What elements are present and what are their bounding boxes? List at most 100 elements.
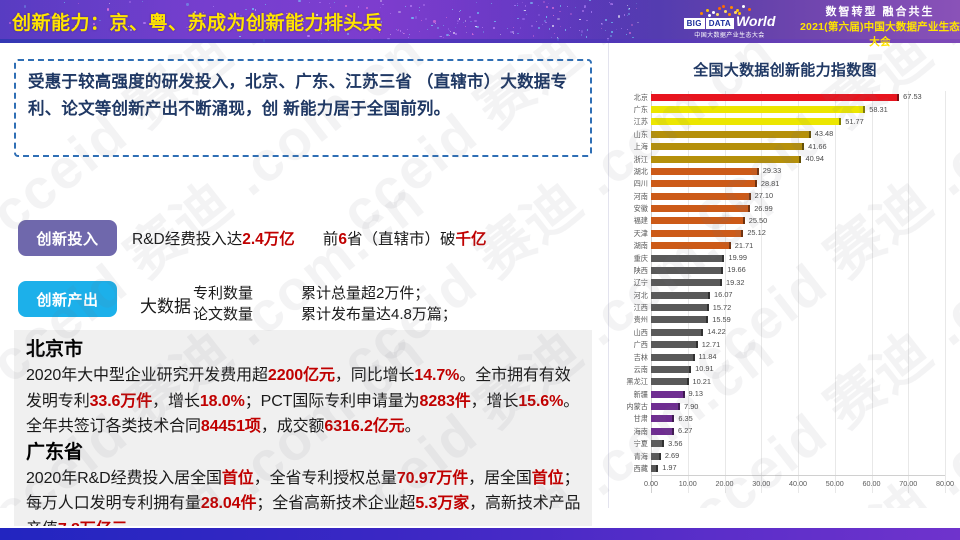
bj-p2a: 全市拥有有效发明专利 (26, 367, 571, 410)
bar-category-label: 吉林 (633, 352, 648, 362)
bar-row: 上海 41.66 (621, 141, 953, 153)
bar-value-label: 19.99 (728, 253, 747, 263)
bar-value-label: 41.66 (808, 141, 827, 151)
bigdata-label: 大数据 (140, 296, 191, 316)
beijing-paragraph: 2020年大中型企业研究开发费用超2200亿元，同比增长14.7%。全市拥有有效… (26, 363, 582, 440)
logo-subtitle: 中国大数据产业生态大会 (694, 33, 765, 39)
x-tick-10.00: 10.00 (678, 479, 697, 488)
logo-dots-decoration (672, 5, 787, 17)
callout-line-1: 受惠于较高强度的研发投入，北京、广东、江苏三省 (28, 73, 413, 91)
slide-footer-bar (0, 528, 960, 540)
top6-threshold: 千亿 (455, 231, 487, 248)
bar-value-label: 2.69 (664, 451, 680, 461)
paper-count-label: 论文数量 (193, 306, 254, 323)
x-tick-80.00: 80.00 (936, 479, 954, 488)
bar-山西 (651, 328, 704, 336)
chart-x-axis-labels: 0.00 10.00 20.00 30.00 40.00 50.00 60.00 70.00 8… (644, 477, 954, 493)
x-tick-40.00: 40.00 (789, 479, 807, 488)
chart-x-axis-line (651, 475, 945, 476)
bar-value-label: 3.56 (668, 438, 683, 448)
bj-contract-amount: 6316.2亿元 (324, 418, 405, 435)
x-tick-20.00: 20.00 (715, 479, 734, 488)
bar-row: 福建 25.50 (621, 215, 953, 227)
x-tick-60.00: 60.00 (862, 479, 881, 488)
bar-category-label: 云南 (633, 364, 648, 374)
bar-row: 内蒙古 7.90 (621, 400, 953, 412)
gd-p1e: ， (468, 469, 485, 487)
bj-p1c: ，同比增长 (334, 367, 415, 384)
bar-category-label: 宁夏 (633, 439, 648, 449)
bar-category-label: 甘肃 (633, 414, 648, 424)
bar-value-label: 12.71 (701, 339, 721, 349)
bar-category-label: 江西 (633, 303, 648, 313)
bar-value-label: 25.12 (747, 228, 766, 238)
bar-row: 北京 67.53 (621, 91, 953, 103)
left-content-column: 受惠于较高强度的研发投入，北京、广东、江苏三省 （直辖市）大数据专利、论文等创新… (0, 43, 608, 540)
patent-count-label: 专利数量 (193, 285, 254, 302)
bar-category-label: 北京 (633, 92, 648, 102)
bar-category-label: 内蒙古 (626, 402, 648, 412)
bar-category-label: 河北 (633, 290, 648, 300)
logo-world-label: World (735, 13, 776, 29)
gridline-80.00 (945, 91, 946, 493)
bar-category-label: 四川 (633, 179, 648, 189)
paper-total-value: 累计发布量达4.8万篇； (301, 306, 457, 323)
bar-category-label: 广东 (633, 105, 648, 115)
bar-甘肃 (651, 415, 675, 423)
gridline-40.00 (798, 91, 799, 493)
bar-category-label: 青海 (633, 451, 648, 461)
bar-track: 58.31 (651, 103, 945, 115)
gd-rank-1: 首位 (221, 469, 254, 487)
callout-line-2: （直辖市）大数据专利、论文等创新产出不断涌现，创 (28, 73, 568, 118)
bar-黑龙江 (651, 378, 689, 386)
bar-category-label: 海南 (633, 426, 648, 436)
bar-row: 黑龙江 10.21 (621, 376, 953, 388)
rd-spend-value: 2.4万亿 (242, 231, 295, 248)
bar-天津 (651, 229, 744, 237)
bar-row: 云南 10.91 (621, 363, 953, 375)
gd-patent-total: 70.97万件 (396, 469, 469, 487)
bar-category-label: 山东 (633, 129, 648, 139)
innovation-input-row: R&D经费投入达2.4万亿 前6省（直辖市）破千亿 (132, 227, 592, 249)
bj-p1a: 2020年大中型企业研究开发费用超 (26, 367, 268, 384)
bar-category-label: 上海 (633, 142, 648, 152)
top6-middle: 省（直辖市）破 (346, 231, 456, 248)
bar-track: 3.56 (651, 438, 945, 450)
bar-江西 (651, 304, 709, 312)
bar-track: 10.91 (651, 363, 945, 375)
bar-湖北 (651, 167, 759, 175)
bar-category-label: 湖北 (633, 166, 648, 176)
bar-山东 (651, 130, 811, 138)
bar-内蒙古 (651, 403, 681, 411)
bar-row: 安徽 26.99 (621, 202, 953, 214)
bar-福建 (651, 217, 745, 225)
bar-track: 19.99 (651, 252, 945, 264)
bj-rd-growth: 14.7% (414, 367, 460, 384)
rd-spend-label: R&D经费投入达 (132, 231, 243, 248)
bar-value-label: 27.10 (754, 191, 774, 201)
bar-河南 (651, 192, 751, 200)
bj-p2c: ，增长 (152, 392, 200, 410)
bar-category-label: 广西 (633, 340, 648, 350)
bar-value-label: 25.50 (748, 215, 768, 225)
summary-callout-box: 受惠于较高强度的研发投入，北京、广东、江苏三省 （直辖市）大数据专利、论文等创新… (14, 59, 592, 157)
bar-row: 四川 28.81 (621, 178, 953, 190)
bar-row: 江苏 51.77 (621, 116, 953, 128)
bar-track: 67.53 (651, 91, 945, 103)
bar-row: 宁夏 3.56 (621, 438, 953, 450)
bj-p4b: ，成交额 (260, 418, 325, 435)
bar-row: 甘肃 6.35 (621, 413, 953, 425)
bar-row: 河南 27.10 (621, 190, 953, 202)
bar-row: 贵州 15.59 (621, 314, 953, 326)
bar-category-label: 西藏 (633, 463, 648, 473)
bar-track: 12.71 (651, 339, 945, 351)
bj-p2e: ；PCT国际专利申 (244, 392, 372, 410)
bar-河北 (651, 291, 711, 299)
bj-p4a: 项 (244, 418, 261, 435)
bar-吉林 (651, 353, 695, 361)
bar-value-label: 15.59 (712, 314, 731, 324)
bj-p3c: ，增长 (470, 392, 519, 410)
bar-track: 21.71 (651, 240, 945, 252)
gridline-70.00 (908, 91, 910, 493)
bj-patent-count: 33.6万件 (89, 392, 153, 410)
